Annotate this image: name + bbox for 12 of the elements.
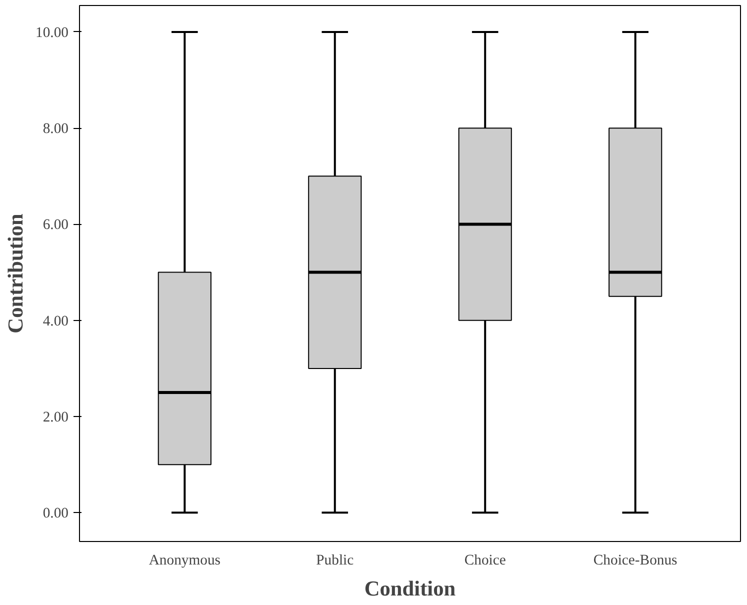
y-tick-label: 6.00	[42, 217, 69, 234]
y-tick-label: 10.00	[36, 24, 69, 41]
y-tick-label: 0.00	[42, 506, 69, 522]
x-tick-label: Choice-Bonus	[593, 552, 678, 568]
y-axis-title: Contribution	[4, 214, 28, 334]
y-tick-label: 4.00	[42, 313, 69, 330]
x-tick-label: Anonymous	[148, 552, 221, 568]
x-tick-label: Public	[316, 552, 354, 568]
x-tick-label: Choice	[464, 552, 506, 568]
y-tick-label: 8.00	[42, 121, 69, 138]
y-tick-label: 2.00	[42, 410, 69, 426]
x-axis-title: Condition	[364, 576, 456, 600]
